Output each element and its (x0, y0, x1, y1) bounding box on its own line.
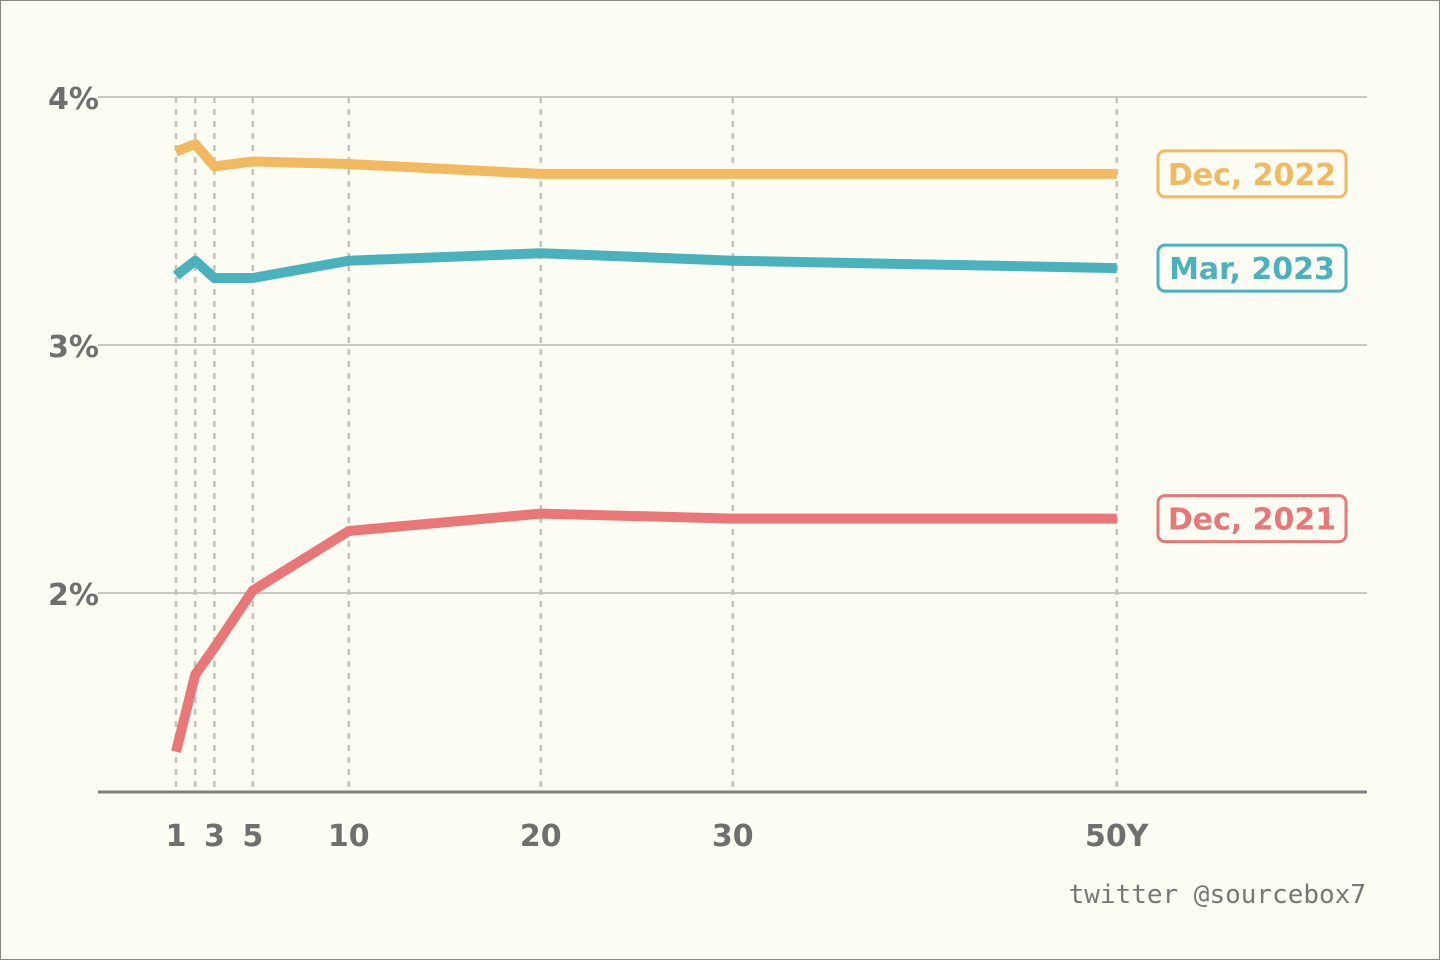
series-labels: Dec, 2022 Mar, 2023 Dec, 2021 (1156, 149, 1348, 544)
y-tick-labels: 2% 3% 4% (48, 82, 99, 613)
y-tick-label: 4% (48, 82, 99, 117)
x-tick-labels: 1 3 5 10 20 30 50Y (166, 819, 1150, 854)
series-label-box (1156, 494, 1348, 544)
x-tick-label: 1 (166, 819, 187, 854)
y-tick-label: 3% (48, 330, 99, 365)
series-label: Dec, 2021 (1168, 503, 1336, 538)
x-tick-label: 5 (242, 819, 263, 854)
x-tick-label: 50Y (1085, 819, 1150, 854)
series-label: Mar, 2023 (1169, 252, 1335, 287)
series-line (174, 139, 1117, 179)
x-tick-label: 30 (712, 819, 754, 854)
y-tick-label: 2% (48, 578, 99, 613)
series-label-box (1156, 243, 1348, 293)
series-line (171, 508, 1117, 753)
series-label: Dec, 2022 (1168, 158, 1336, 193)
vertical-gridlines (174, 97, 1119, 792)
series-line (172, 248, 1117, 283)
series-lines (171, 139, 1117, 753)
x-tick-label: 3 (204, 819, 225, 854)
series-label-box (1156, 149, 1348, 199)
x-tick-label: 10 (328, 819, 370, 854)
credit-text: twitter @sourcebox7 (1068, 880, 1366, 910)
x-tick-label: 20 (520, 819, 562, 854)
